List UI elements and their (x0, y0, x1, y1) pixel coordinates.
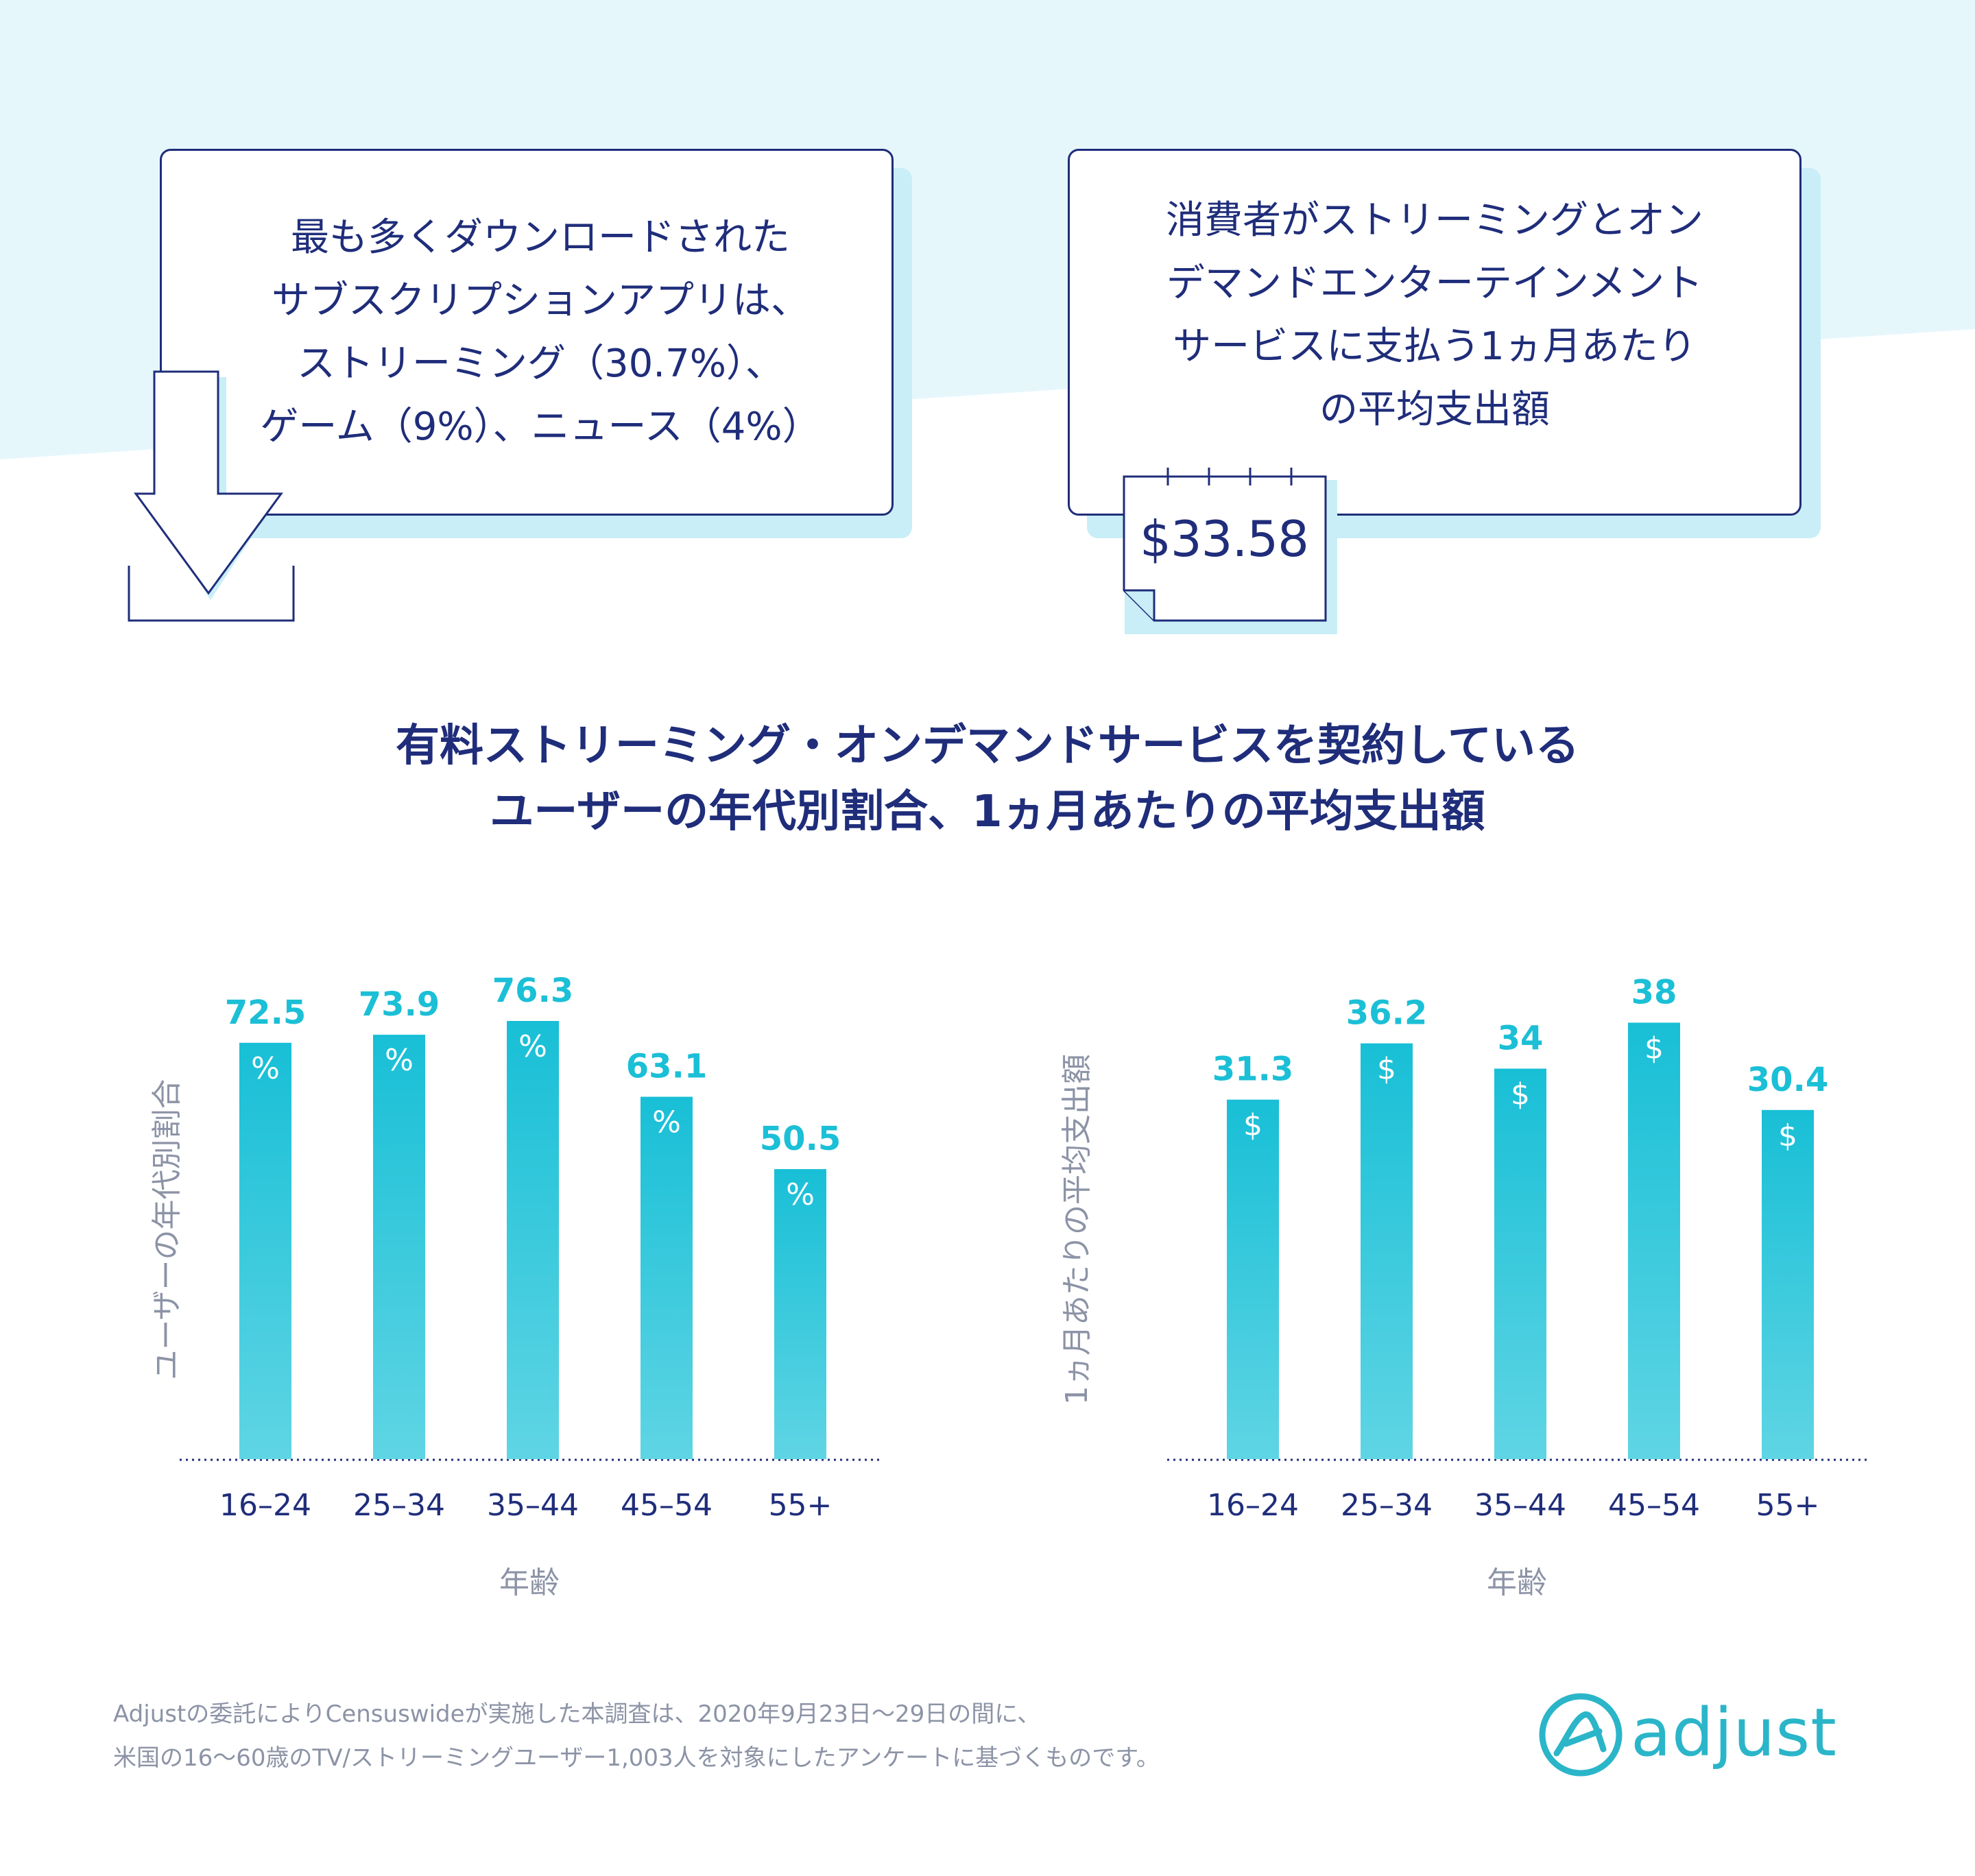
monthly-spend-chart-svg: 31.3 $16–24 36.2 $25–34 34 $35–44 38 $45–54 30.4… (1060, 974, 1867, 1600)
y-axis-label: ユーザーの年代別割合 (149, 1079, 184, 1380)
monthly-spend-amount: $33.58 (1140, 510, 1309, 568)
data-label-25–34: 73.9 (359, 985, 440, 1024)
bar-25–34 (373, 1035, 425, 1459)
data-label-55+: 50.5 (760, 1120, 841, 1158)
x-tick-label-35–44: 35–44 (487, 1488, 579, 1523)
y-axis-label: 1ヵ月あたりの平均支出額 (1060, 1054, 1094, 1405)
brand-name: adjust (1631, 1694, 1837, 1771)
age-share-chart-svg: 72.5% 16–24 73.9% 25–34 76.3% 35–44 63.1% 45–54… (149, 972, 879, 1600)
data-label-45–54: 38 (1631, 974, 1677, 1012)
x-axis-label: 年齢 (499, 1565, 560, 1600)
data-label-16–24: 72.5 (225, 994, 306, 1032)
left-callout: 最も多くダウンロードされた サブスクリプションアプリは、 ストリーミング（30.… (160, 149, 894, 516)
bar-symbol-35–44: % (518, 1029, 547, 1064)
x-tick-label-45–54: 45–54 (1608, 1488, 1700, 1523)
data-label-55+: 30.4 (1747, 1061, 1828, 1099)
download-arrow-icon (128, 370, 295, 622)
chart-title: 有料ストリーミング・オンデマンドサービスを契約している ユーザーの年代別割合、1… (395, 721, 1580, 837)
right-callout-text: 消費者がストリーミングとオン デマンドエンターテインメント サービスに支払う1ヵ… (1166, 197, 1703, 432)
adjust-logo-icon (1539, 1693, 1623, 1777)
x-tick-label-55+: 55+ (769, 1488, 833, 1523)
bar-symbol-55+: % (786, 1177, 815, 1212)
bar-symbol-16–24: % (251, 1051, 280, 1086)
data-label-35–44: 76.3 (492, 972, 573, 1010)
monthly-spend-chart: 31.3 $16–24 36.2 $25–34 34 $35–44 38 $45–54 30.4… (987, 905, 1975, 1618)
bar-55+ (774, 1169, 826, 1459)
data-label-16–24: 31.3 (1212, 1050, 1293, 1089)
data-label-45–54: 63.1 (626, 1048, 707, 1086)
x-tick-label-45–54: 45–54 (621, 1488, 713, 1523)
left-callout-text: 最も多くダウンロードされた サブスクリプションアプリは、 ストリーミング（30.… (260, 215, 821, 449)
bar-symbol-45–54: $ (1644, 1031, 1664, 1066)
bar-45–54 (1628, 1022, 1680, 1459)
bar-symbol-25–34: $ (1377, 1052, 1396, 1087)
bar-35–44 (1494, 1068, 1546, 1459)
bar-symbol-55+: $ (1778, 1118, 1797, 1153)
right-callout: 消費者がストリーミングとオン デマンドエンターテインメント サービスに支払う1ヵ… (1068, 149, 1802, 516)
x-tick-label-16–24: 16–24 (219, 1488, 311, 1523)
adjust-logo: adjust (1536, 1690, 1836, 1779)
calendar-icon (1123, 468, 1337, 634)
age-share-chart: 72.5% 16–24 73.9% 25–34 76.3% 35–44 63.1% 45–54… (0, 905, 987, 1618)
data-label-35–44: 34 (1498, 1020, 1544, 1058)
bar-45–54 (641, 1096, 693, 1459)
bar-25–34 (1361, 1043, 1413, 1459)
bar-16–24 (239, 1042, 291, 1459)
bar-35–44 (507, 1020, 559, 1459)
bar-symbol-25–34: % (385, 1043, 414, 1078)
x-tick-label-25–34: 25–34 (1341, 1488, 1433, 1523)
x-axis-label: 年齢 (1487, 1565, 1547, 1600)
x-tick-label-25–34: 25–34 (353, 1488, 445, 1523)
x-tick-label-16–24: 16–24 (1207, 1488, 1299, 1523)
data-label-25–34: 36.2 (1346, 994, 1427, 1033)
bar-symbol-35–44: $ (1511, 1077, 1530, 1112)
bar-symbol-16–24: $ (1243, 1108, 1262, 1143)
x-tick-label-55+: 55+ (1756, 1488, 1820, 1523)
bar-16–24 (1227, 1099, 1279, 1459)
bar-symbol-45–54: % (652, 1105, 681, 1140)
x-tick-label-35–44: 35–44 (1474, 1488, 1566, 1523)
survey-footnote: Adjustの委託によりCensuswideが実施した本調査は、2020年9月2… (113, 1700, 1160, 1772)
bar-55+ (1762, 1109, 1814, 1459)
